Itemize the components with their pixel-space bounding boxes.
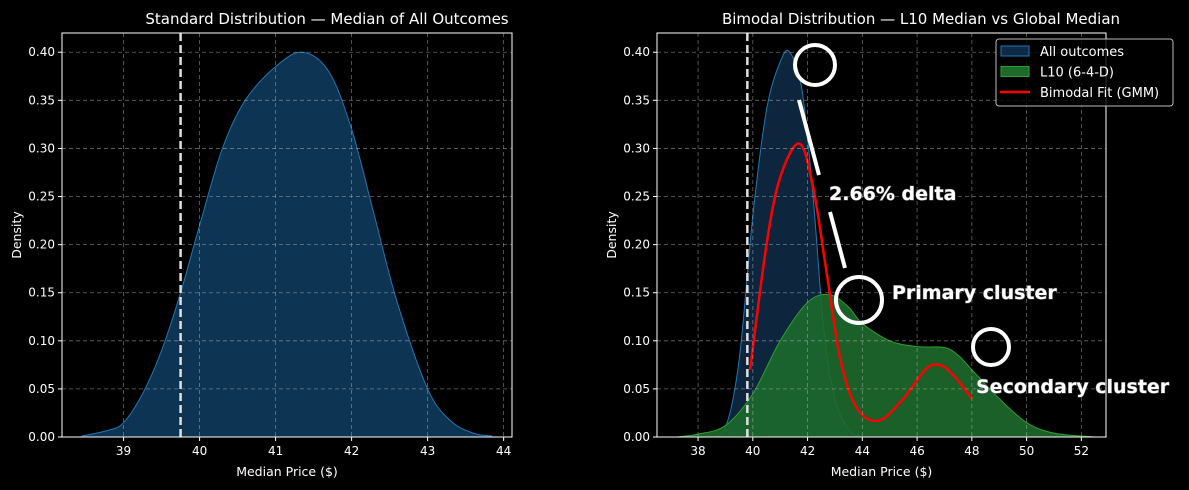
y-tick-label: 0.00 bbox=[28, 430, 55, 444]
delta-connector-line bbox=[828, 211, 847, 269]
legend: All outcomes L10 (6-4-D) Bimodal Fit (GMM) bbox=[995, 38, 1174, 107]
highlight-circle bbox=[793, 43, 837, 87]
legend-label: Bimodal Fit (GMM) bbox=[1040, 86, 1159, 101]
y-tick-label: 0.25 bbox=[28, 190, 55, 204]
annotation-primary-cluster: Primary cluster bbox=[892, 282, 1057, 304]
y-tick-label: 0.35 bbox=[623, 93, 650, 107]
left-panel: Standard Distribution — Median of All Ou… bbox=[9, 10, 513, 479]
x-tick-label: 44 bbox=[496, 444, 511, 458]
legend-swatch-patch bbox=[1000, 45, 1030, 57]
axes-frame bbox=[656, 32, 1107, 438]
y-tick-label: 0.40 bbox=[28, 45, 55, 59]
x-tick-label: 44 bbox=[855, 444, 870, 458]
highlight-circle bbox=[971, 327, 1011, 367]
y-tick-label: 0.20 bbox=[28, 238, 55, 252]
x-tick-label: 43 bbox=[420, 444, 435, 458]
series-line-bimodal-fit-gmm bbox=[748, 142, 973, 423]
y-tick-label: 0.25 bbox=[623, 190, 650, 204]
x-tick-label: 50 bbox=[1019, 444, 1034, 458]
right-panel: Bimodal Distribution — L10 Median vs Glo… bbox=[604, 10, 1174, 479]
y-tick-label: 0.30 bbox=[623, 141, 650, 155]
y-tick-label: 0.00 bbox=[623, 430, 650, 444]
y-tick-label: 0.30 bbox=[28, 141, 55, 155]
x-tick-label: 41 bbox=[268, 444, 283, 458]
x-tick-label: 46 bbox=[909, 444, 924, 458]
series-outline-l10-6-4-d bbox=[676, 293, 1096, 438]
y-tick-label: 0.05 bbox=[623, 382, 650, 396]
annotation-secondary-cluster: Secondary cluster bbox=[976, 376, 1170, 398]
x-tick-label: 40 bbox=[192, 444, 207, 458]
y-tick-label: 0.20 bbox=[623, 238, 650, 252]
x-tick-label: 42 bbox=[344, 444, 359, 458]
x-tick-label: 39 bbox=[116, 444, 131, 458]
y-tick-label: 0.10 bbox=[28, 334, 55, 348]
x-tick-label: 48 bbox=[964, 444, 979, 458]
y-axis-label: Density bbox=[9, 211, 24, 259]
y-tick-label: 0.15 bbox=[28, 286, 55, 300]
x-tick-label: 52 bbox=[1074, 444, 1089, 458]
legend-box bbox=[995, 38, 1174, 107]
y-tick-label: 0.10 bbox=[623, 334, 650, 348]
x-tick-label: 38 bbox=[690, 444, 705, 458]
y-tick-label: 0.05 bbox=[28, 382, 55, 396]
series-outline-distribution bbox=[81, 51, 493, 437]
y-tick-label: 0.40 bbox=[623, 45, 650, 59]
x-tick-label: 42 bbox=[800, 444, 815, 458]
x-tick-label: 40 bbox=[745, 444, 760, 458]
grid bbox=[62, 33, 512, 438]
delta-connector-line bbox=[797, 99, 821, 176]
y-tick-label: 0.35 bbox=[28, 93, 55, 107]
legend-label: All outcomes bbox=[1040, 45, 1124, 60]
annotations: 2.66% delta Primary cluster Secondary clus… bbox=[793, 43, 1170, 399]
y-tick-label: 0.15 bbox=[623, 286, 650, 300]
y-axis-label: Density bbox=[604, 211, 619, 259]
legend-swatch-patch bbox=[1000, 66, 1030, 77]
chart-title: Standard Distribution — Median of All Ou… bbox=[145, 10, 508, 28]
axes-frame bbox=[61, 32, 513, 438]
chart-title: Bimodal Distribution — L10 Median vs Glo… bbox=[722, 10, 1120, 28]
annotation-delta: 2.66% delta bbox=[829, 183, 956, 205]
highlight-circle bbox=[834, 275, 884, 325]
x-axis-label: Median Price ($) bbox=[831, 464, 933, 479]
legend-label: L10 (6-4-D) bbox=[1040, 66, 1114, 81]
x-axis-label: Median Price ($) bbox=[236, 464, 338, 479]
series-area-l10-6-4-d bbox=[676, 294, 1096, 437]
